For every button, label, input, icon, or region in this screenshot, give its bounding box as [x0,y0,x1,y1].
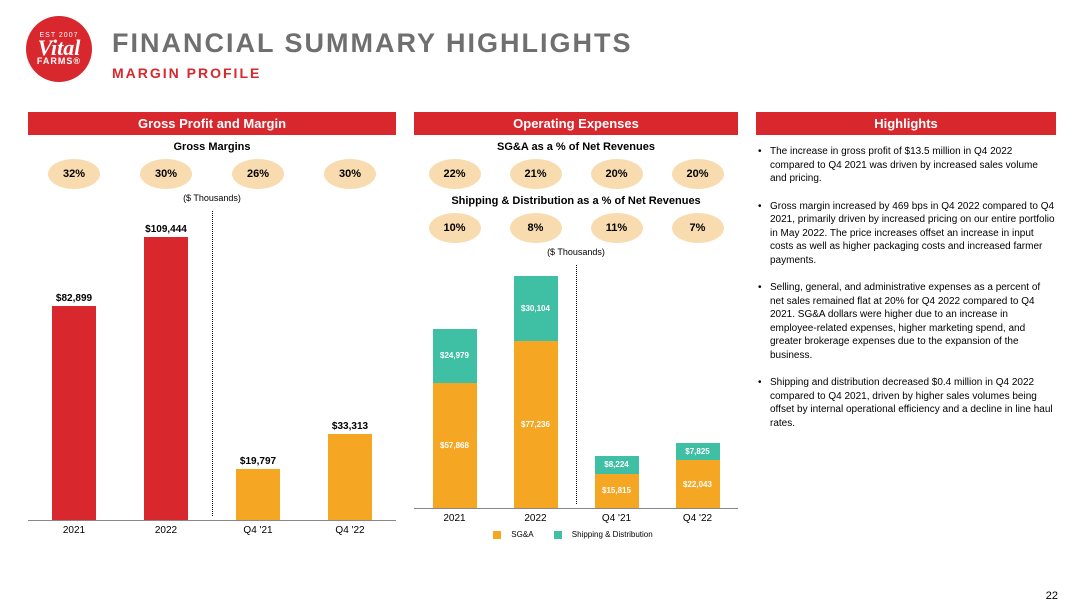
opex-section: Operating Expenses SG&A as a % of Net Re… [414,112,738,541]
x-label: Q4 '21 [587,513,647,524]
margin-oval: 30% [140,159,192,189]
bar-value: $109,444 [145,224,187,235]
x-label: Q4 '22 [320,525,380,536]
x-label: Q4 '21 [228,525,288,536]
section-header: Operating Expenses [414,112,738,135]
gross-profit-chart: $82,899 $109,444 $19,797 $33,313 [28,207,396,521]
sga-segment: $77,236 [514,341,558,508]
margin-oval: 32% [48,159,100,189]
section-header: Gross Profit and Margin [28,112,396,135]
sga-oval: 22% [429,159,481,189]
stacked-bar: $30,104$77,236 [514,276,558,508]
unit-label: ($ Thousands) [414,247,738,257]
stacked-bar: $8,224$15,815 [595,456,639,508]
chart2-xaxis: 2021 2022 Q4 '21 Q4 '22 [414,513,738,524]
x-label: 2021 [425,513,485,524]
sga-pct-label: SG&A as a % of Net Revenues [414,141,738,153]
sga-oval: 20% [672,159,724,189]
ship-segment: $8,224 [595,456,639,474]
opex-chart: $24,979$57,868 $30,104$77,236 $8,224$15,81… [414,261,738,509]
unit-label: ($ Thousands) [28,193,396,203]
ship-segment: $7,825 [676,443,720,460]
sga-oval: 21% [510,159,562,189]
stacked-bar: $7,825$22,043 [676,443,720,508]
bar-value: $82,899 [56,293,92,304]
legend-sga: SG&A [493,530,539,539]
bar-value: $19,797 [240,456,276,467]
legend-ship: Shipping & Distribution [554,530,659,539]
chart-divider [576,265,577,504]
gross-profit-section: Gross Profit and Margin Gross Margins 32… [28,112,396,536]
shipdist-pct-label: Shipping & Distribution as a % of Net Re… [414,195,738,207]
bar [328,434,372,520]
bar [52,306,96,520]
brand-logo: EST 2007 Vital FARMS® [26,16,92,82]
stacked-bar: $24,979$57,868 [433,329,477,508]
highlight-bullet: Shipping and distribution decreased $0.4… [756,376,1056,430]
highlight-bullet: The increase in gross profit of $13.5 mi… [756,145,1056,186]
x-label: 2022 [506,513,566,524]
x-label: 2022 [136,525,196,536]
ship-segment: $24,979 [433,329,477,383]
page-title: FINANCIAL SUMMARY HIGHLIGHTS [112,28,633,59]
sga-oval: 20% [591,159,643,189]
highlights-section: Highlights The increase in gross profit … [756,112,1056,444]
sga-segment: $22,043 [676,460,720,508]
margin-oval: 26% [232,159,284,189]
sga-segment: $57,868 [433,383,477,508]
logo-farms: FARMS® [37,56,81,66]
x-label: Q4 '22 [668,513,728,524]
x-label: 2021 [44,525,104,536]
logo-name: Vital [38,39,81,57]
highlight-bullet: Selling, general, and administrative exp… [756,281,1056,362]
page-header: FINANCIAL SUMMARY HIGHLIGHTS MARGIN PROF… [112,28,633,81]
bar [144,237,188,520]
highlights-body: The increase in gross profit of $13.5 mi… [756,145,1056,430]
chart-divider [212,211,213,516]
chart1-xaxis: 2021 2022 Q4 '21 Q4 '22 [28,525,396,536]
gross-margins-label: Gross Margins [28,141,396,153]
section-header: Highlights [756,112,1056,135]
sga-row: 22% 21% 20% 20% [414,159,738,189]
shipdist-row: 10% 8% 11% 7% [414,213,738,243]
bar-value: $33,313 [332,421,368,432]
highlight-bullet: Gross margin increased by 469 bps in Q4 … [756,200,1056,268]
shipdist-oval: 8% [510,213,562,243]
ship-segment: $30,104 [514,276,558,341]
shipdist-oval: 10% [429,213,481,243]
bar [236,469,280,520]
gross-margins-row: 32% 30% 26% 30% [28,159,396,189]
margin-oval: 30% [324,159,376,189]
page-number: 22 [1046,590,1058,602]
shipdist-oval: 11% [591,213,643,243]
sga-segment: $15,815 [595,474,639,508]
shipdist-oval: 7% [672,213,724,243]
opex-legend: SG&A Shipping & Distribution [414,530,738,541]
page-subtitle: MARGIN PROFILE [112,65,633,81]
